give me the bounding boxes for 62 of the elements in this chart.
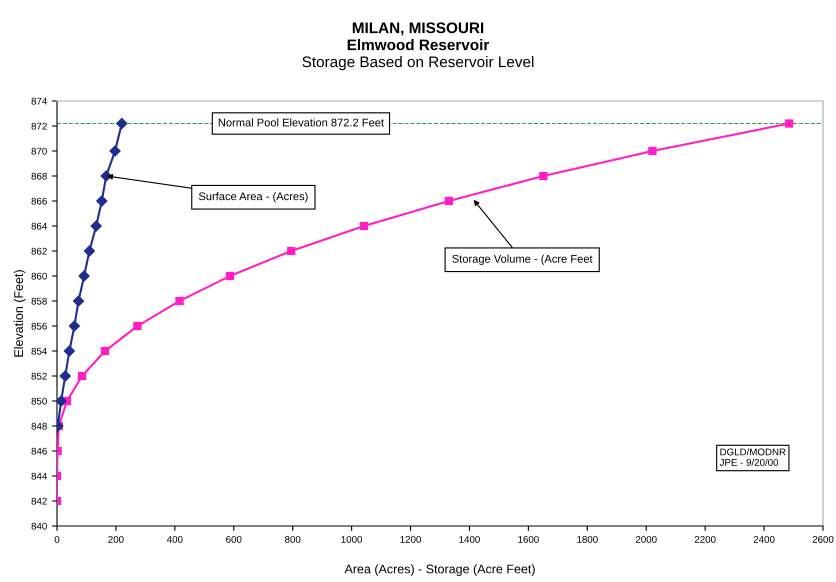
x-tick-label: 2200 xyxy=(694,536,716,543)
x-tick-label: 2400 xyxy=(754,536,775,543)
x-tick-label: 200 xyxy=(108,536,124,543)
y-tick-label: 860 xyxy=(31,272,47,280)
point xyxy=(175,296,184,306)
x-tick-label: 1200 xyxy=(400,536,421,543)
point xyxy=(133,322,142,330)
y-tick-label: 842 xyxy=(31,498,47,505)
y-tick-label: 848 xyxy=(31,422,47,430)
annotation: DGLD/MODNR JPE - 9/20/00 xyxy=(720,448,786,466)
y-tick-label: 850 xyxy=(31,398,47,405)
y-tick-label: 866 xyxy=(31,198,47,205)
x-axis-title: Area (Acres) - Storage (Acre Feet) xyxy=(344,564,535,576)
y-tick-label: 856 xyxy=(31,322,47,330)
x-tick-label: 0 xyxy=(54,536,60,543)
point xyxy=(78,270,90,282)
point xyxy=(648,146,657,156)
y-tick-label: 852 xyxy=(31,372,47,380)
point xyxy=(116,118,128,130)
y-tick-label: 868 xyxy=(31,172,47,180)
x-tick-label: 600 xyxy=(226,536,242,543)
point xyxy=(68,320,80,332)
point xyxy=(72,295,84,307)
point xyxy=(78,372,86,380)
y-tick-label: 840 xyxy=(31,522,47,530)
point xyxy=(539,172,548,180)
y-tick-label: 846 xyxy=(31,448,47,455)
y-axis-title: Elevation (Feet) xyxy=(14,270,26,357)
y-tick-label: 872 xyxy=(31,122,47,130)
point xyxy=(60,370,71,382)
point xyxy=(360,222,368,230)
x-tick-label: 2000 xyxy=(636,536,657,543)
point xyxy=(96,195,108,207)
x-tick-label: 400 xyxy=(166,536,183,543)
y-tick-label: 858 xyxy=(31,298,47,305)
point xyxy=(57,395,67,407)
point xyxy=(109,145,121,157)
point xyxy=(226,272,234,280)
x-tick-label: 800 xyxy=(285,536,300,543)
point xyxy=(90,220,102,232)
x-tick-label: 1800 xyxy=(577,536,598,543)
y-tick-label: 862 xyxy=(31,248,47,255)
y-tick-label: 854 xyxy=(31,348,47,355)
chart-title: MILAN, MISSOURI Elmwood Reservoir xyxy=(348,22,490,50)
annotation: Storage Volume - (Acre Feet xyxy=(452,254,593,265)
point xyxy=(64,345,75,357)
point xyxy=(100,346,110,356)
point xyxy=(84,245,96,257)
x-tick-label: 1600 xyxy=(518,536,539,543)
y-tick-label: 874 xyxy=(31,98,47,105)
y-tick-label: 870 xyxy=(31,148,47,155)
x-tick-label: 2600 xyxy=(812,536,834,543)
chart-subtitle: Storage Based on Reservoir Level xyxy=(302,56,534,70)
x-tick-label: 1000 xyxy=(342,536,362,543)
annotation: Surface Area - (Acres) xyxy=(198,192,308,202)
y-tick-label: 844 xyxy=(31,472,47,480)
point xyxy=(444,196,454,206)
point xyxy=(784,119,794,128)
x-tick-label: 1400 xyxy=(459,536,480,543)
y-tick-label: 864 xyxy=(31,222,47,230)
point xyxy=(287,246,296,256)
ref-line-label: Normal Pool Elevation 872.2 Feet xyxy=(218,118,384,126)
